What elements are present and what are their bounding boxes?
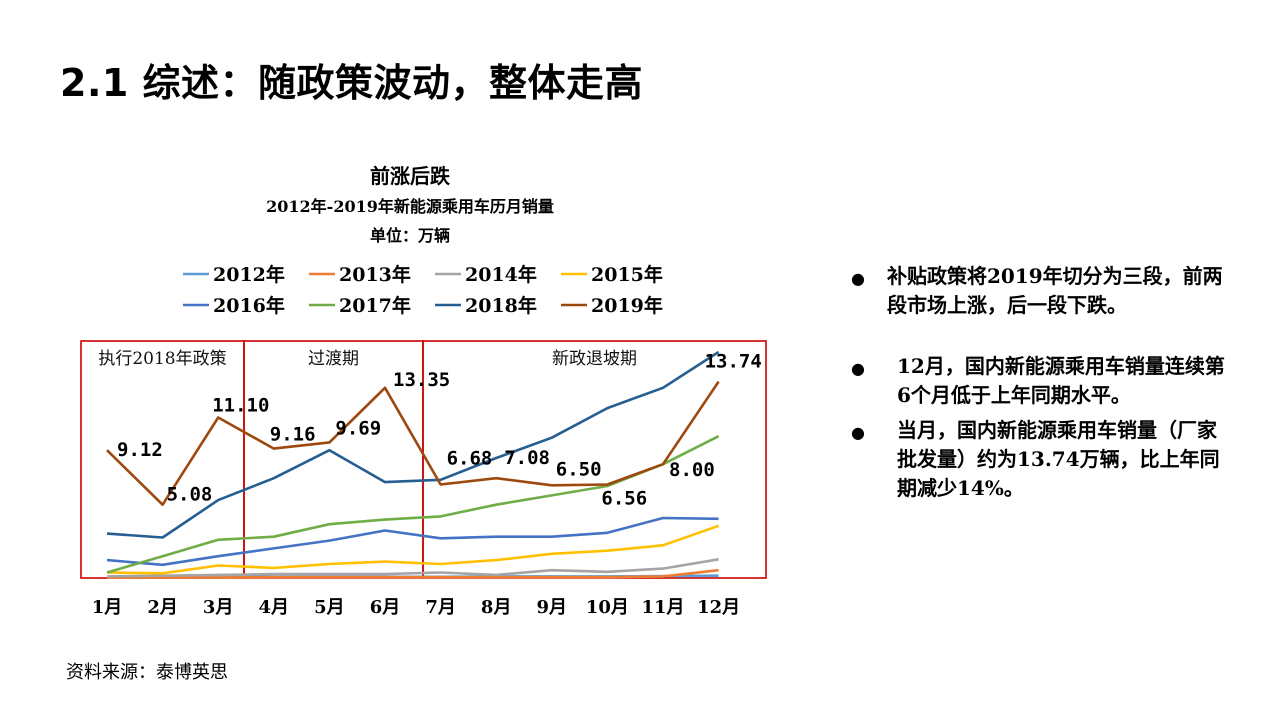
series-line	[106, 524, 720, 575]
data-label: 6.50	[556, 458, 602, 480]
series-line	[106, 516, 719, 567]
chart-title: 前涨后跌	[370, 164, 450, 188]
x-tick-label: 3月	[203, 597, 234, 618]
x-tick-label: 4月	[259, 597, 290, 618]
x-tick-label: 2月	[147, 597, 178, 618]
series-line	[106, 558, 719, 578]
x-tick-label: 7月	[425, 597, 456, 618]
x-tick-label: 9月	[537, 597, 568, 618]
x-axis: 1月 2月 3月 4月 5月 6月 7月 8月 9月 10月 11月 12月	[92, 597, 740, 618]
chart-legend: 2012年 2013年 2014年 2015年 2016年 2017年 2018年 2019年	[183, 263, 663, 317]
x-tick-label: 6月	[370, 597, 401, 618]
bullet-text: 12月，国内新能源乘用车销量连续第6个月低于上年同期水平。	[897, 354, 1225, 407]
x-tick-label: 5月	[314, 597, 345, 618]
legend-label: 2012年	[213, 263, 285, 286]
bullet-text: 补贴政策将2019年切分为三段，前两段市场上涨，后一段下跌。	[887, 264, 1223, 317]
data-label: 11.10	[212, 394, 269, 416]
series-line	[107, 568, 719, 579]
series-line	[106, 350, 720, 539]
data-labels: 9.12 5.08 11.109.16 9.69 13.35 6.68 7.08 6.50 6.…	[117, 351, 762, 510]
data-label: 6.68	[447, 447, 493, 469]
data-label: 6.56	[601, 487, 647, 509]
data-label: 5.08	[167, 484, 213, 506]
data-label: 7.08	[504, 447, 550, 469]
x-tick-label: 11月	[641, 597, 684, 618]
data-label: 9.69	[335, 417, 381, 439]
legend-label: 2016年	[213, 294, 285, 317]
bullet-text: 当月，国内新能源乘用车销量（厂家批发量）约为13.74万辆，比上年同期减少14%…	[897, 418, 1220, 500]
bullet-dot-icon: ●	[851, 423, 865, 442]
data-label: 13.35	[393, 369, 450, 391]
phase-label: 执行2018年政策	[98, 349, 226, 369]
x-tick-label: 8月	[481, 597, 512, 618]
bullet-item: ● 当月，国内新能源乘用车销量（厂家批发量）约为13.74万辆，比上年同期减少1…	[845, 416, 1225, 503]
bullet-list: ● 补贴政策将2019年切分为三段，前两段市场上涨，后一段下跌。 ● 12月，国…	[845, 262, 1225, 503]
phase-label: 过渡期	[308, 349, 359, 369]
phase-label: 新政退坡期	[552, 349, 637, 369]
source-note: 资料来源：泰博英思	[66, 662, 228, 683]
legend-label: 2018年	[465, 294, 537, 317]
bullet-dot-icon: ●	[851, 269, 865, 288]
line-chart: 2012年 2013年 2014年 2015年 2016年 2017年 2018年 2019年…	[80, 263, 767, 618]
x-tick-label: 10月	[586, 597, 629, 618]
bullet-item: ● 补贴政策将2019年切分为三段，前两段市场上涨，后一段下跌。	[845, 262, 1225, 320]
bullet-item: ● 12月，国内新能源乘用车销量连续第6个月低于上年同期水平。	[845, 352, 1225, 410]
legend-label: 2014年	[465, 263, 537, 286]
series-lines	[106, 350, 720, 579]
series-line	[106, 380, 720, 507]
legend-label: 2015年	[591, 263, 663, 286]
data-label: 8.00	[669, 459, 715, 481]
x-tick-label: 12月	[697, 597, 740, 618]
data-label: 9.16	[270, 424, 316, 446]
data-label: 13.74	[705, 351, 762, 373]
data-label: 9.12	[117, 439, 163, 461]
legend-label: 2019年	[591, 294, 663, 317]
x-tick-label: 1月	[92, 597, 123, 618]
bullet-dot-icon: ●	[851, 359, 865, 378]
slide-title: 2.1 综述：随政策波动，整体走高	[60, 61, 644, 105]
legend-label: 2017年	[339, 294, 411, 317]
chart-unit: 单位：万辆	[369, 226, 450, 245]
legend-label: 2013年	[339, 263, 411, 286]
chart-subtitle: 2012年-2019年新能源乘用车历月销量	[266, 197, 554, 216]
